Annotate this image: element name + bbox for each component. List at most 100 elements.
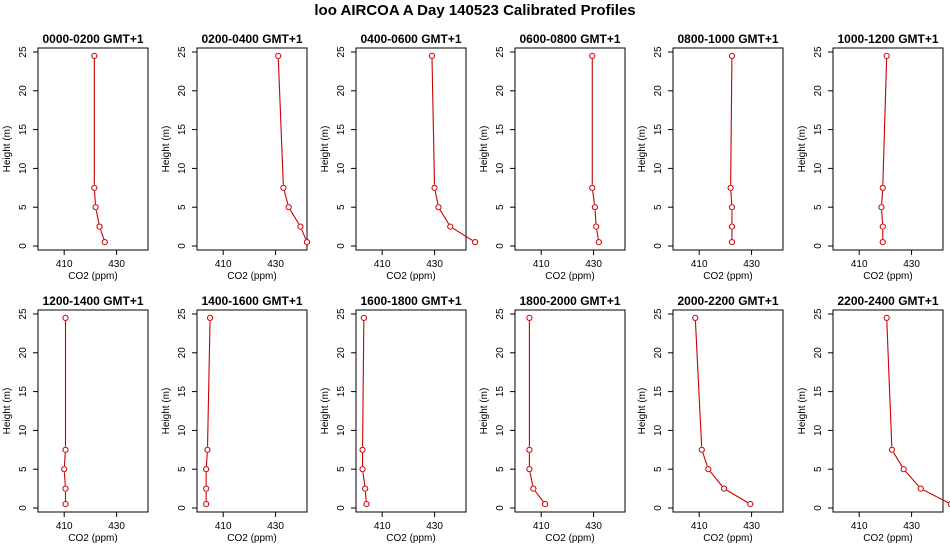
y-tick-label: 0 [18, 505, 29, 511]
y-axis-label: Height (m) [320, 388, 331, 435]
series-segment [283, 190, 289, 205]
series-segment [63, 472, 66, 486]
y-tick-label: 10 [177, 424, 188, 436]
y-tick-label: 15 [177, 124, 188, 136]
plot-frame [832, 309, 944, 513]
series-segment [431, 59, 436, 185]
x-tick-label: 430 [585, 259, 602, 270]
y-tick-label: 15 [813, 124, 824, 136]
y-tick-label: 15 [653, 386, 664, 398]
series-segment [730, 190, 733, 205]
data-point [359, 446, 366, 453]
data-point [883, 52, 890, 59]
data-point [96, 223, 103, 230]
data-point [883, 314, 890, 321]
y-tick-label: 15 [813, 386, 824, 398]
y-tick-label: 0 [653, 505, 664, 511]
x-tick-label: 410 [691, 521, 708, 532]
x-tick-label: 410 [56, 259, 73, 270]
plot-frame [832, 47, 944, 251]
y-tick-label: 10 [653, 162, 664, 174]
y-tick-label: 25 [177, 308, 188, 320]
panel-title: 1600-1800 GMT+1 [360, 294, 461, 308]
y-tick-label: 20 [495, 347, 506, 359]
data-point [91, 52, 98, 59]
x-tick-label: 430 [426, 259, 443, 270]
data-point [879, 184, 886, 191]
x-axis-label: CO2 (ppm) [68, 533, 117, 544]
y-tick-label: 20 [18, 85, 29, 97]
x-tick-label: 410 [215, 521, 232, 532]
data-point [360, 314, 367, 321]
y-tick-label: 20 [177, 85, 188, 97]
series-segment [923, 489, 949, 504]
y-tick-label: 10 [813, 424, 824, 436]
data-point [206, 314, 214, 321]
series-segment [534, 490, 544, 502]
data-point [698, 446, 705, 453]
x-tick-label: 410 [533, 521, 550, 532]
data-point [435, 204, 442, 211]
y-tick-label: 0 [18, 243, 29, 249]
y-tick-label: 20 [653, 85, 664, 97]
series-segment [594, 210, 597, 224]
series-segment [100, 229, 105, 240]
data-point [591, 204, 598, 211]
data-point [62, 501, 69, 508]
data-point [747, 501, 754, 508]
y-tick-label: 25 [177, 46, 188, 58]
y-tick-label: 20 [813, 347, 824, 359]
data-point [203, 466, 210, 473]
y-tick-label: 20 [336, 347, 347, 359]
y-tick-label: 20 [495, 85, 506, 97]
y-tick-label: 5 [813, 204, 824, 210]
x-tick-label: 430 [585, 521, 602, 532]
x-tick-label: 430 [903, 259, 920, 270]
y-tick-label: 10 [18, 162, 29, 174]
y-tick-label: 10 [18, 424, 29, 436]
y-axis-label: Height (m) [479, 126, 490, 173]
data-point [285, 204, 292, 211]
data-point [728, 223, 736, 230]
data-point [472, 239, 479, 246]
x-tick-label: 410 [374, 521, 391, 532]
data-point [101, 239, 108, 246]
x-tick-label: 410 [533, 259, 550, 270]
y-axis-label: Height (m) [797, 388, 808, 435]
series-segment [205, 452, 208, 467]
data-point [720, 485, 728, 492]
data-point [204, 446, 211, 453]
series-segment [362, 472, 366, 486]
x-axis-label: CO2 (ppm) [386, 533, 435, 544]
series-segment [726, 489, 748, 503]
data-point [203, 485, 210, 492]
y-tick-label: 10 [336, 162, 347, 174]
y-tick-label: 15 [653, 124, 664, 136]
y-tick-label: 5 [18, 204, 29, 210]
series-segment [709, 471, 723, 487]
x-tick-label: 410 [691, 259, 708, 270]
data-point [526, 314, 533, 321]
plot-frame [355, 47, 467, 251]
x-tick-label: 430 [108, 521, 125, 532]
data-point [692, 314, 699, 321]
y-tick-label: 5 [653, 204, 664, 210]
y-tick-label: 25 [336, 308, 347, 320]
y-tick-label: 5 [813, 466, 824, 472]
data-point [728, 239, 736, 246]
panel-title: 2000-2200 GMT+1 [677, 294, 778, 308]
y-tick-label: 10 [495, 424, 506, 436]
plot-frame [37, 47, 149, 251]
data-point [203, 501, 210, 508]
x-axis-label: CO2 (ppm) [227, 533, 276, 544]
x-tick-label: 430 [743, 521, 760, 532]
x-tick-label: 410 [215, 259, 232, 270]
y-tick-label: 15 [495, 124, 506, 136]
y-tick-label: 15 [18, 386, 29, 398]
series-segment [434, 190, 439, 205]
